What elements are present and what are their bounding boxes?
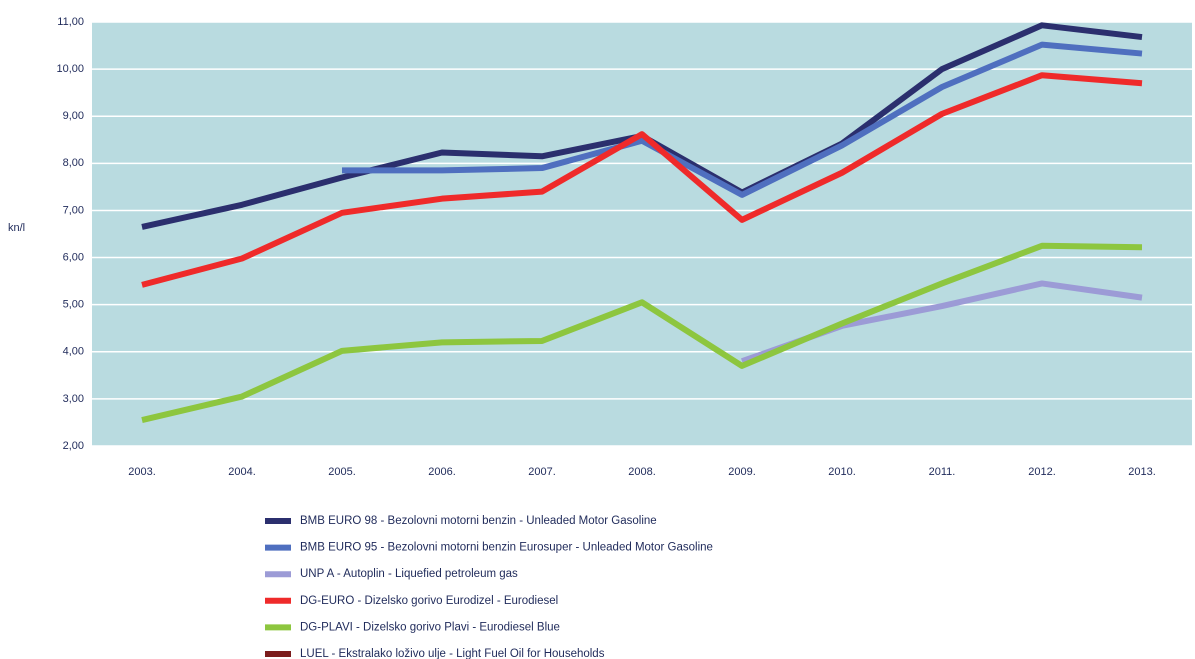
legend-text: DG-PLAVI - Dizelsko gorivo Plavi - Eurod… [300,621,560,633]
legend-text: LUEL - Ekstralako loživo ulje - Light Fu… [300,648,605,659]
x-tick-label: 2013. [1128,466,1156,478]
x-tick-label: 2005. [328,466,356,478]
x-tick-label: 2011. [929,466,956,478]
y-tick-label: 9,00 [63,110,84,122]
y-axis-label: kn/l [8,222,25,234]
y-tick-label: 11,00 [57,16,84,28]
legend-text: BMB EURO 95 - Bezolovni motorni benzin E… [300,542,713,554]
y-tick-label: 2,00 [63,440,84,452]
series-line [141,72,1143,288]
y-tick-label: 4,00 [63,346,84,358]
series-line [141,242,1143,424]
series-line [342,41,1143,198]
y-tick-label: 6,00 [63,251,84,263]
y-tick-label: 8,00 [63,157,84,169]
x-tick-label: 2008. [628,466,656,478]
y-tick-label: 5,00 [63,299,84,311]
x-tick-label: 2012. [1028,466,1056,478]
y-tick-label: 10,00 [56,63,84,75]
x-tick-label: 2006. [428,466,456,478]
x-tick-label: 2004. [228,466,256,478]
y-tick-label: 7,00 [63,204,84,216]
legend-text: BMB EURO 98 - Bezolovni motorni benzin -… [300,515,657,527]
legend-text: UNP A - Autoplin - Liquefied petroleum g… [300,568,518,580]
plot-background [92,22,1192,446]
x-tick-label: 2007. [528,466,556,478]
x-tick-label: 2010. [828,466,856,478]
legend-text: DG-EURO - Dizelsko gorivo Eurodizel - Eu… [300,595,558,607]
x-tick-label: 2009. [728,466,756,478]
x-tick-label: 2003. [128,466,156,478]
y-tick-label: 3,00 [63,393,84,405]
